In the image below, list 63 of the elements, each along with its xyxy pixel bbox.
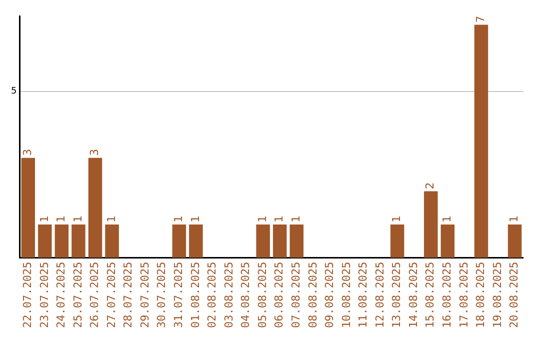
bar	[88, 158, 102, 258]
bar	[256, 224, 270, 258]
bar	[508, 224, 522, 258]
data-label: 7	[474, 16, 488, 23]
bar	[38, 224, 52, 258]
x-tick-label: 02.08.2025	[206, 262, 219, 328]
data-label: 2	[424, 182, 437, 190]
data-label: 1	[71, 215, 84, 222]
x-tick-label: 01.08.2025	[188, 262, 202, 328]
x-tick-label: 26.07.2025	[88, 262, 102, 328]
data-label: 1	[440, 215, 454, 222]
x-tick-label: 27.07.2025	[104, 262, 118, 328]
x-tick-label: 22.07.2025	[20, 262, 34, 328]
y-tick-label: 5	[10, 86, 17, 97]
x-tick-label: 18.08.2025	[474, 262, 488, 328]
x-tick-label: 11.08.2025	[356, 262, 370, 328]
data-label: 1	[508, 215, 521, 222]
x-tick-label: 12.08.2025	[373, 262, 386, 328]
x-tick-label: 09.08.2025	[323, 262, 336, 328]
x-tick-label: 19.08.2025	[490, 262, 504, 328]
x-tick-label: 15.08.2025	[424, 262, 437, 328]
data-label: 1	[172, 215, 186, 222]
x-tick-label: 25.07.2025	[71, 262, 84, 328]
x-tick-label: 14.08.2025	[406, 262, 420, 328]
x-tick-label: 30.07.2025	[155, 262, 168, 328]
data-label: 1	[390, 215, 404, 222]
bar	[54, 224, 69, 258]
x-tick-label: 04.08.2025	[239, 262, 252, 328]
data-label: 1	[289, 215, 302, 222]
data-label: 1	[38, 215, 51, 222]
data-label: 1	[272, 215, 286, 222]
bar	[21, 158, 35, 258]
data-label: 3	[88, 148, 102, 156]
x-tick-label: 31.07.2025	[172, 262, 186, 328]
x-tick-label: 13.08.2025	[390, 262, 404, 328]
data-label: 1	[54, 215, 68, 222]
data-label: 1	[256, 215, 269, 222]
x-tick-label: 28.07.2025	[122, 262, 135, 328]
bar	[440, 224, 455, 258]
bar	[474, 24, 488, 258]
bar	[172, 224, 186, 258]
x-tick-label: 07.08.2025	[289, 262, 302, 328]
x-tick-label: 10.08.2025	[340, 262, 353, 328]
bar	[105, 224, 119, 258]
x-tick-label: 08.08.2025	[306, 262, 320, 328]
x-tick-label: 16.08.2025	[440, 262, 454, 328]
bar	[424, 191, 438, 258]
data-label: 1	[188, 215, 202, 222]
x-tick-label: 29.07.2025	[138, 262, 152, 328]
x-tick-label: 23.07.2025	[38, 262, 51, 328]
bar	[72, 224, 86, 258]
x-tick-label: 05.08.2025	[256, 262, 269, 328]
x-tick-label: 06.08.2025	[272, 262, 286, 328]
data-label: 3	[20, 148, 34, 156]
x-tick-label: 17.08.2025	[457, 262, 470, 328]
bar	[290, 224, 304, 258]
bar	[390, 224, 404, 258]
x-tick-label: 24.07.2025	[54, 262, 68, 328]
x-tick-label: 20.08.2025	[508, 262, 521, 328]
x-tick-label: 03.08.2025	[222, 262, 236, 328]
data-label: 1	[104, 215, 118, 222]
bar	[272, 224, 287, 258]
bar	[189, 224, 203, 258]
